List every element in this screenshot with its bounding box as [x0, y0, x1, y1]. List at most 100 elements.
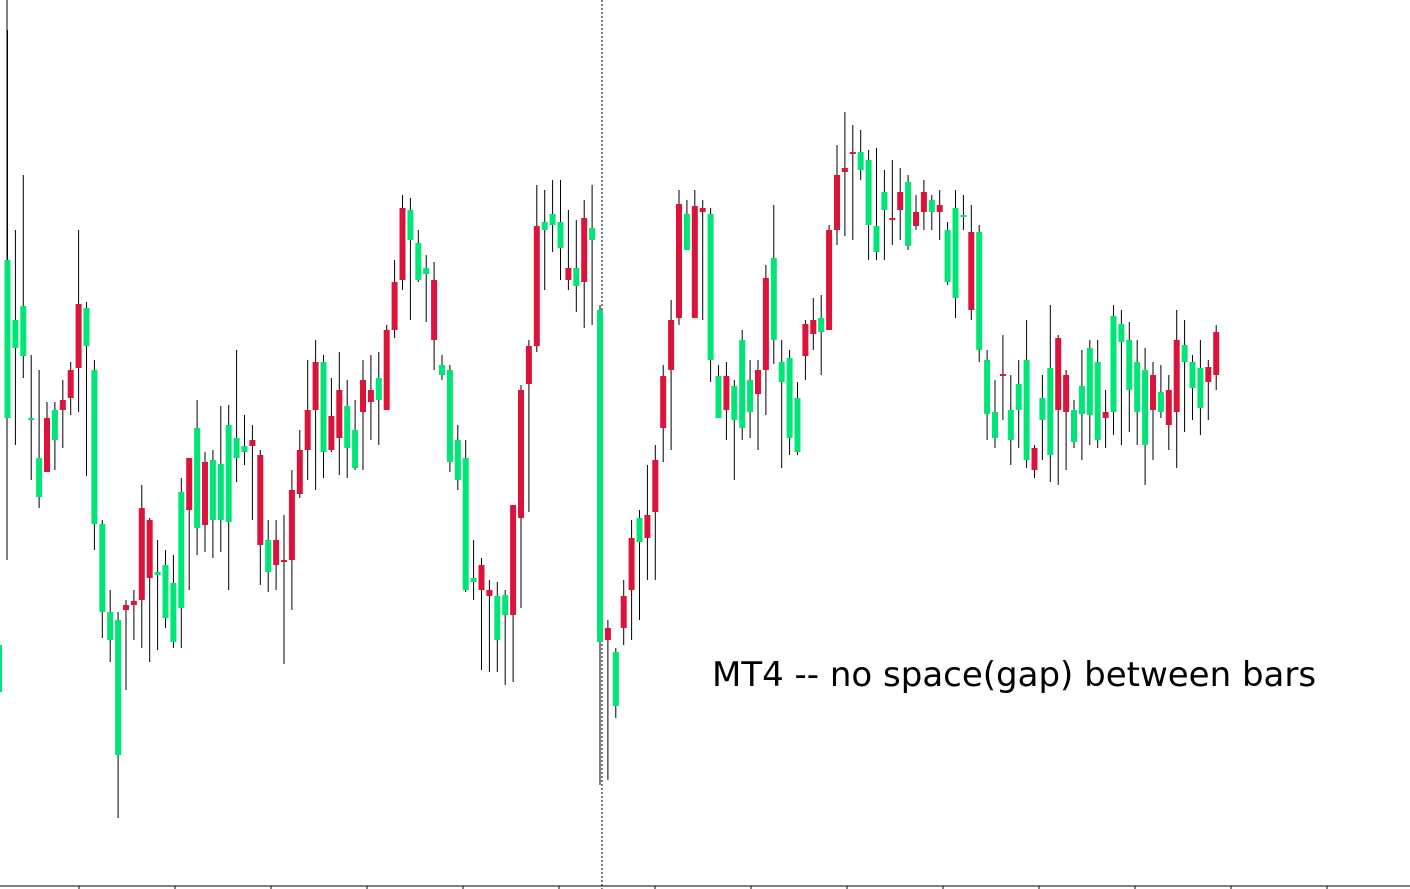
bull-candle-body: [873, 226, 880, 252]
bull-candle-body: [794, 398, 801, 452]
bear-candle-body: [581, 218, 588, 282]
bull-candle-body: [233, 438, 240, 458]
bull-candle-body: [1126, 340, 1133, 390]
bear-candle-body: [533, 226, 540, 346]
bear-candle-body: [336, 390, 343, 438]
bear-candle-body: [367, 390, 374, 402]
bull-candle-body: [194, 428, 201, 528]
bull-candle-body: [1094, 362, 1101, 440]
bull-candle-body: [12, 320, 19, 348]
bull-candle-body: [162, 565, 169, 618]
bull-candle-body: [352, 430, 359, 468]
bear-candle-body: [968, 232, 975, 310]
bull-candle-body: [502, 595, 509, 615]
bear-candle-body: [897, 192, 904, 210]
bull-candle-body: [1197, 368, 1204, 408]
bull-candle-body: [439, 365, 445, 375]
bear-candle-body: [296, 450, 303, 494]
bull-candle-body: [423, 268, 430, 274]
bear-candle-body: [889, 218, 896, 220]
bear-candle-body: [1055, 338, 1062, 410]
bear-candle-body: [1213, 332, 1220, 375]
bear-candle-body: [1031, 448, 1038, 470]
bear-candle-body: [399, 208, 406, 280]
bull-candle-body: [984, 360, 991, 414]
bear-candle-body: [360, 380, 366, 412]
bear-candle-body: [841, 168, 848, 172]
bull-candle-body: [1039, 398, 1046, 420]
bear-candle-body: [1205, 367, 1212, 382]
bear-candle-body: [699, 208, 706, 212]
bull-candle-body: [91, 370, 98, 524]
bull-candle-body: [217, 464, 224, 520]
bull-candle-body: [99, 524, 106, 612]
bear-candle-body: [810, 320, 817, 334]
bull-candle-body: [541, 222, 548, 230]
bull-candle-body: [241, 446, 248, 452]
bear-candle-body: [1102, 412, 1109, 418]
bull-candle-body: [320, 362, 327, 452]
bull-candle-body: [905, 182, 912, 246]
bear-candle-body: [431, 280, 438, 340]
bull-candle-body: [1142, 370, 1149, 445]
bull-candle-body: [928, 200, 935, 212]
bear-candle-body: [802, 324, 809, 356]
bear-candle-body: [1063, 375, 1070, 412]
bull-candle-body: [462, 458, 469, 590]
bear-candle-body: [257, 455, 264, 545]
chart-annotation: MT4 -- no space(gap) between bars: [712, 655, 1317, 695]
bear-candle-body: [510, 505, 517, 615]
bear-candle-body: [123, 605, 129, 610]
bear-candle-body: [604, 628, 611, 640]
bear-candle-body: [304, 410, 311, 450]
bull-candle-body: [881, 192, 888, 210]
bull-candle-body: [454, 440, 461, 480]
bear-candle-body: [138, 508, 145, 600]
bull-candle-body: [36, 458, 43, 497]
bear-candle-body: [328, 416, 335, 450]
bear-candle-body: [130, 601, 137, 605]
bear-candle-body: [1150, 375, 1156, 410]
bull-candle-body: [1015, 384, 1022, 410]
bear-candle-body: [273, 540, 280, 565]
bull-candle-body: [573, 268, 580, 286]
bear-candle-body: [660, 376, 667, 428]
bear-candle-body: [1173, 340, 1180, 412]
bear-candle-body: [288, 490, 295, 560]
bull-candle-body: [786, 358, 793, 438]
bull-candle-body: [1110, 316, 1117, 412]
bull-candle-body: [549, 214, 556, 225]
bull-candle-body: [154, 572, 161, 575]
bull-candle-body: [818, 318, 825, 332]
bull-candle-body: [415, 243, 422, 280]
bull-candle-body: [83, 308, 90, 346]
bear-candle-body: [755, 370, 761, 394]
bull-candle-body: [1189, 362, 1196, 388]
bull-candle-body: [344, 406, 351, 448]
bull-candle-body: [944, 230, 951, 282]
bull-candle-body: [731, 386, 738, 420]
bear-candle-body: [849, 152, 856, 154]
bear-candle-body: [383, 330, 390, 410]
bear-candle-body: [936, 205, 943, 212]
bull-candle-body: [976, 232, 983, 350]
bull-candle-body: [707, 214, 714, 360]
bear-candle-body: [249, 440, 256, 446]
bull-candle-body: [683, 214, 690, 250]
bull-candle-body: [1047, 368, 1054, 455]
bull-candle-body: [20, 306, 27, 356]
bear-candle-body: [525, 346, 532, 384]
bear-candle-body: [312, 362, 319, 410]
bull-candle-body: [557, 222, 564, 248]
bear-candle-body: [668, 320, 675, 370]
bull-candle-body: [209, 460, 216, 520]
bull-candle-body: [178, 492, 185, 608]
bear-candle-body: [281, 560, 287, 562]
bear-candle-body: [44, 418, 50, 472]
bull-candle-body: [1007, 410, 1014, 440]
bull-candle-body: [612, 652, 619, 706]
bear-candle-body: [391, 282, 398, 330]
bear-candle-body: [999, 374, 1006, 376]
bear-candle-body: [834, 175, 840, 230]
bear-candle-body: [186, 458, 193, 510]
